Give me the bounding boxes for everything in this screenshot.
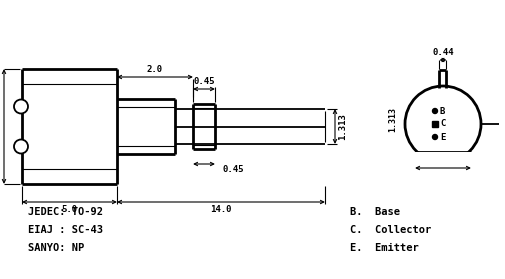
Text: 0.44: 0.44 — [431, 48, 453, 57]
Text: 2.0: 2.0 — [146, 65, 163, 74]
Text: EIAJ : SC-43: EIAJ : SC-43 — [28, 225, 103, 235]
Bar — [431, 121, 437, 127]
Text: 1.313: 1.313 — [388, 107, 397, 131]
Text: SANYO: NP: SANYO: NP — [28, 243, 84, 253]
Text: C.  Collector: C. Collector — [349, 225, 430, 235]
Text: 14.0: 14.0 — [210, 205, 231, 214]
Circle shape — [432, 134, 437, 140]
Circle shape — [432, 109, 437, 114]
Text: 4.0: 4.0 — [434, 171, 450, 180]
Text: 0.45: 0.45 — [193, 77, 214, 86]
Circle shape — [14, 140, 28, 153]
Text: 5.0: 5.0 — [61, 205, 77, 214]
Text: 0.45: 0.45 — [222, 165, 243, 174]
Circle shape — [14, 100, 28, 114]
Text: B.  Base: B. Base — [349, 207, 399, 217]
Text: C: C — [439, 119, 444, 129]
Text: E.  Emitter: E. Emitter — [349, 243, 418, 253]
Text: B: B — [439, 107, 444, 116]
Text: JEDEC: TO-92: JEDEC: TO-92 — [28, 207, 103, 217]
Bar — [402, 152, 482, 186]
Text: 1.313: 1.313 — [337, 113, 346, 140]
Text: E: E — [439, 133, 444, 141]
Circle shape — [404, 86, 480, 162]
